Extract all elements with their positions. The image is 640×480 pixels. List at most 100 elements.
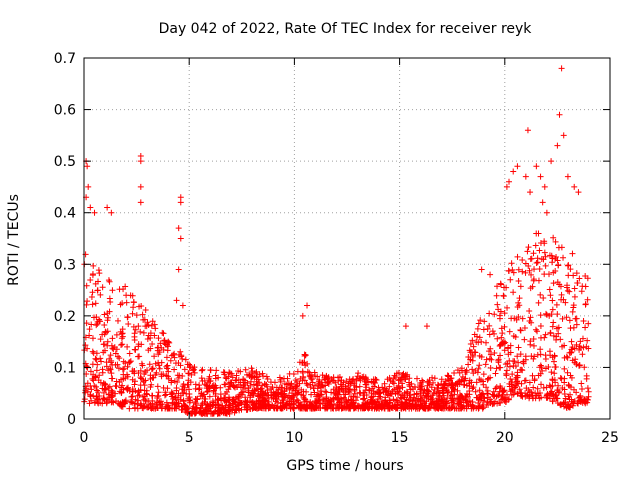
data-point [487,374,494,381]
data-point [557,375,564,382]
data-point [503,183,510,190]
data-point [429,374,436,381]
data-point [135,389,142,396]
data-point [204,401,211,408]
data-point [546,348,553,355]
data-point [531,377,538,384]
data-point [109,287,116,294]
data-point [239,391,246,398]
data-point [503,372,510,379]
data-point [371,383,378,390]
data-point [534,328,541,335]
data-point [536,247,543,254]
data-point [173,387,180,394]
data-point [307,399,314,406]
data-point [322,388,329,395]
data-point [128,398,135,405]
data-point [171,366,178,373]
data-point [363,400,370,407]
data-point [537,346,544,353]
data-point [534,385,541,392]
data-point [179,302,186,309]
data-point [119,341,126,348]
data-point [137,152,144,159]
data-point [262,381,269,388]
data-point [342,391,349,398]
data-point [558,65,565,72]
data-point [96,316,103,323]
data-point [418,392,425,399]
data-point [308,391,315,398]
data-point [319,382,326,389]
data-point [413,390,420,397]
data-point [89,301,96,308]
data-point [577,344,584,351]
data-point [395,382,402,389]
data-point [257,386,264,393]
data-point [175,225,182,232]
data-point [398,392,405,399]
data-point [136,392,143,399]
data-point [211,408,218,415]
data-point [480,371,487,378]
data-point [181,366,188,373]
data-point [89,348,96,355]
data-point [301,351,308,358]
x-tick-label: 10 [285,430,303,446]
data-point [154,393,161,400]
data-point [280,397,287,404]
data-point [116,401,123,408]
data-point [559,343,566,350]
data-point [525,244,532,251]
data-point [392,390,399,397]
data-point [372,376,379,383]
data-point [215,405,222,412]
data-point [168,352,175,359]
data-point [475,396,482,403]
data-point [424,378,431,385]
data-point [149,365,156,372]
data-point [160,384,167,391]
data-point [103,363,110,370]
data-point [400,370,407,377]
data-point [486,322,493,329]
data-point [312,404,319,411]
data-point [250,391,257,398]
data-point [157,340,164,347]
data-point [376,390,383,397]
data-point [438,376,445,383]
data-point [474,325,481,332]
data-point [210,388,217,395]
data-point [500,293,507,300]
data-point [576,275,583,282]
data-point [529,372,536,379]
data-point [505,267,512,274]
data-point [248,373,255,380]
data-point [327,405,334,412]
data-point [84,163,91,170]
data-point [117,400,124,407]
data-point [549,398,556,405]
data-point [559,315,566,322]
data-point [138,375,145,382]
x-tick-label: 0 [80,430,89,446]
data-point [549,297,556,304]
data-point [364,399,371,406]
data-point [368,393,375,400]
data-point [487,271,494,278]
data-point [178,407,185,414]
data-point [573,341,580,348]
data-point [170,351,177,358]
data-point [567,372,574,379]
data-point [107,352,114,359]
data-point [304,368,311,375]
data-point [584,385,591,392]
data-point [569,308,576,315]
data-point [478,391,485,398]
data-point [155,335,162,342]
data-point [89,270,96,277]
data-point [95,377,102,384]
data-point [132,404,139,411]
data-point [194,395,201,402]
